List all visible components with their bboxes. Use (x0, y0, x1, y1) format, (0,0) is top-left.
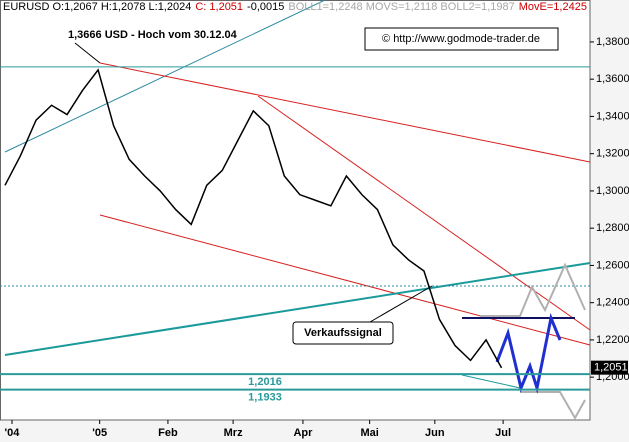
x-tick-label: Jul (495, 427, 511, 439)
trend-line (99, 214, 591, 346)
copyright: © http://www.godmode-trader.de (382, 33, 540, 45)
y-tick-label: 1,2200 (596, 334, 629, 346)
trend-line (461, 374, 521, 389)
x-tick-label: Apr (293, 427, 313, 439)
x-axis-area (0, 420, 629, 442)
trend-line (4, 262, 591, 356)
signal-box (292, 321, 394, 345)
copyright-box (364, 27, 559, 51)
high-annotation: 1,3666 USD - Hoch vom 30.12.04 (68, 29, 238, 41)
header: EURUSD O:1,2067 H:1,2078 L:1,2024 C: 1,20… (3, 1, 587, 13)
y-tick-label: 1,3400 (596, 110, 629, 122)
y-tick-label: 1,3800 (596, 36, 629, 48)
y-tick-label: 1,3600 (596, 73, 629, 85)
header-part: MovE=1,2425 (519, 1, 587, 13)
x-tick-label: '05 (92, 427, 107, 439)
price-line (4, 68, 503, 369)
y-tick-label: 1,2800 (596, 222, 629, 234)
arrow (74, 42, 101, 64)
header-part: EURUSD O:1,2067 H:1,2078 L:1,2024 (3, 1, 191, 13)
level-label: 1,2016 (248, 376, 282, 388)
x-tick-label: Jun (425, 427, 445, 439)
projection (520, 391, 586, 421)
x-tick-label: Mai (360, 427, 378, 439)
plot-border (0, 0, 591, 421)
x-tick-label: Feb (158, 427, 178, 439)
y-tick-label: 1,2000 (596, 371, 629, 383)
y-tick-label: 1,3200 (596, 148, 629, 160)
y-tick-label: 1,3000 (596, 185, 629, 197)
y-tick-label: 1,2400 (596, 297, 629, 309)
last-price-label: 1,2051 (594, 362, 628, 374)
level-label: 1,1933 (248, 392, 282, 404)
projection (480, 262, 586, 317)
header-part: C: 1,2051 (195, 1, 243, 13)
signal-annotation: Verkaufssignal (304, 327, 382, 339)
x-tick-label: Mrz (224, 427, 243, 439)
x-tick-label: '04 (5, 427, 21, 439)
arrow (369, 285, 433, 323)
last-price-box (591, 360, 628, 375)
projection (495, 312, 562, 394)
last-price: 1,2051 (591, 360, 628, 375)
trend-line (99, 62, 591, 163)
header-part: BOLL1=1,2248 MOVS=1,2118 BOLL2=1,1987 (288, 1, 514, 13)
y-tick-label: 1,2600 (596, 259, 629, 271)
header-part: -0,0015 (247, 1, 284, 13)
